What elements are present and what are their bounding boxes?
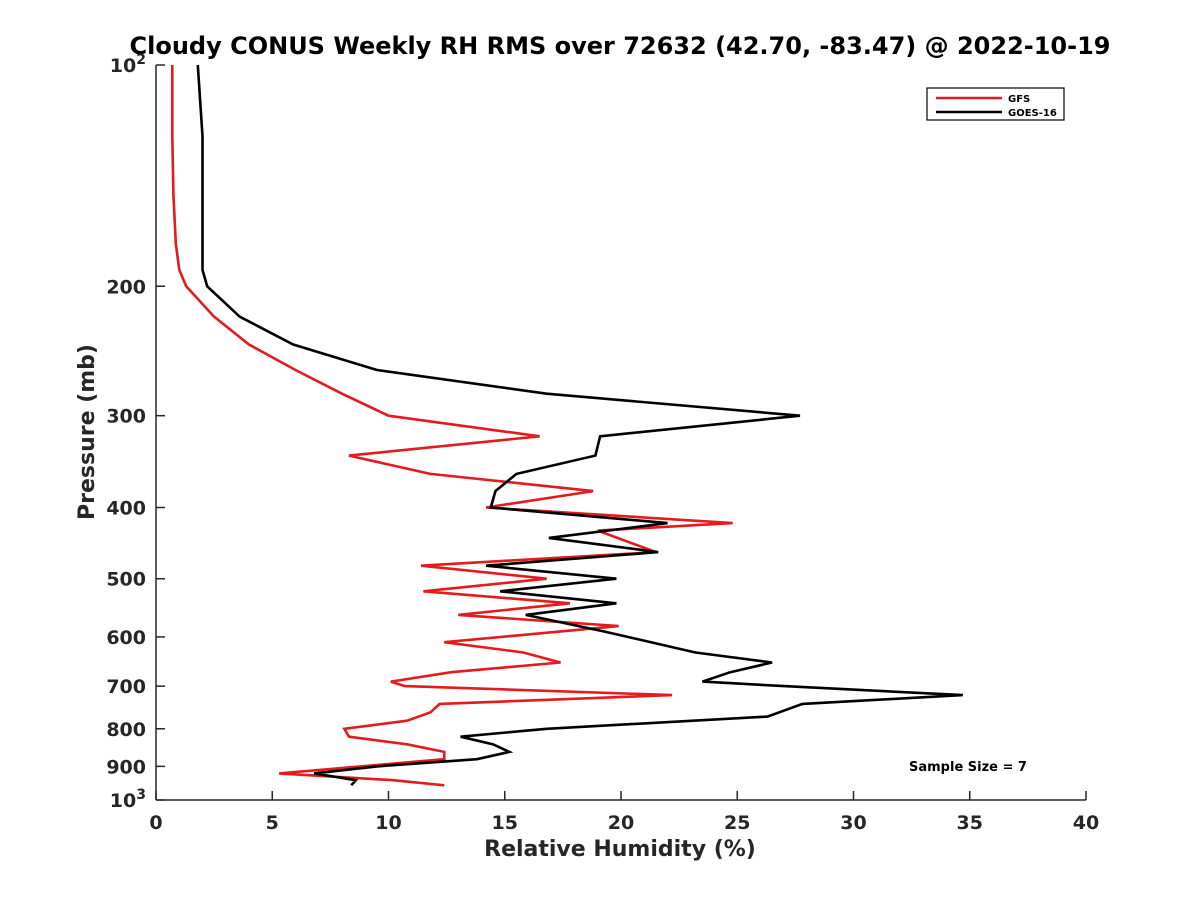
y-tick-exponent: 3: [136, 787, 146, 803]
series-line-gfs: [171, 65, 733, 787]
y-tick-label: 500: [106, 569, 146, 591]
x-tick-label: 20: [608, 812, 634, 834]
y-tick-label: 102: [110, 52, 146, 77]
x-tick-label: 35: [957, 812, 983, 834]
y-tick-base: 10: [110, 790, 136, 812]
x-axis-label: Relative Humidity (%): [484, 837, 756, 862]
y-axis-label: Pressure (mb): [75, 344, 100, 520]
y-tick-label: 900: [106, 756, 146, 778]
x-tick-label: 10: [375, 812, 401, 834]
y-tick-label: 200: [106, 276, 146, 298]
legend-label: GFS: [1008, 94, 1030, 105]
series-group: [171, 64, 963, 787]
x-tick-label: 15: [492, 812, 518, 834]
legend: GFS GOES-16: [926, 87, 1065, 121]
chart-title: Cloudy CONUS Weekly RH RMS over 72632 (4…: [130, 32, 1111, 60]
series-line-goes-16: [196, 64, 963, 787]
sample-size-annotation: Sample Size = 7: [909, 760, 1027, 775]
x-tick-label: 5: [266, 812, 279, 834]
legend-box: [926, 87, 1065, 121]
y-tick-label: 800: [106, 719, 146, 741]
y-tick-label: 300: [106, 406, 146, 428]
x-tick-label: 0: [149, 812, 162, 834]
y-tick-base: 10: [110, 55, 136, 77]
x-tick-label: 30: [840, 812, 866, 834]
x-axis-ticks: 0 5 10 15 20 25 30 35 40: [149, 791, 1099, 834]
y-tick-label: 103: [110, 787, 146, 812]
y-tick-label: 700: [106, 676, 146, 698]
y-tick-exponent: 2: [136, 52, 146, 68]
y-tick-label: 600: [106, 627, 146, 649]
legend-label: GOES-16: [1008, 108, 1057, 119]
y-tick-label: 400: [106, 498, 146, 520]
x-tick-label: 25: [724, 812, 750, 834]
x-tick-label: 40: [1073, 812, 1099, 834]
